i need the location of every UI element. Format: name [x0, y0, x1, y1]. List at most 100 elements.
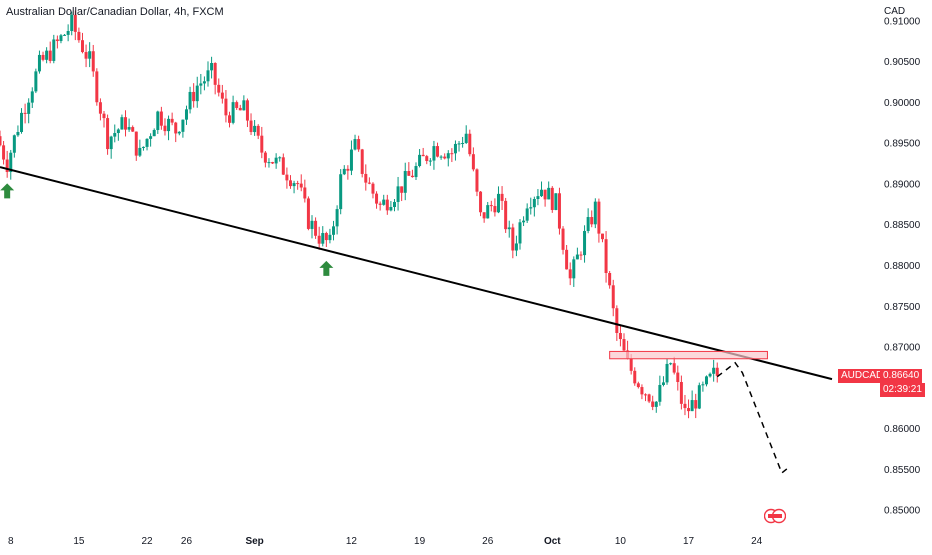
candle-body	[704, 376, 708, 385]
chart-title: Australian Dollar/Canadian Dollar, 4h, F…	[6, 6, 224, 18]
candle-body	[349, 149, 353, 171]
candle-body	[486, 205, 490, 219]
candle-body	[55, 39, 59, 42]
candle-body	[127, 127, 131, 130]
candle-body	[220, 92, 224, 99]
candle-body	[475, 169, 479, 192]
candle-body	[339, 174, 343, 210]
candle-body	[575, 254, 579, 260]
y-tick-label: 0.89000	[884, 179, 921, 190]
y-tick-label: 0.90000	[884, 98, 921, 109]
candle-body	[676, 372, 680, 383]
candle-body	[436, 146, 440, 157]
candle-body	[45, 50, 49, 60]
candle-body	[557, 193, 561, 229]
candle-body	[421, 154, 425, 157]
y-tick-label: 0.87500	[884, 302, 921, 313]
x-tick-label: 15	[73, 536, 85, 547]
candle-body	[80, 40, 84, 53]
candle-body	[274, 157, 278, 164]
y-tick-label: 0.90500	[884, 57, 921, 68]
candle-body	[600, 233, 604, 240]
candle-body	[694, 400, 698, 409]
candle-body	[16, 132, 20, 136]
candle-body	[102, 113, 106, 119]
candle-body	[396, 186, 400, 202]
candle-body	[672, 363, 676, 373]
candles	[0, 10, 719, 419]
tradingview-logo-icon[interactable]	[764, 507, 786, 525]
candle-body	[271, 162, 275, 164]
candle-body	[439, 156, 443, 158]
candle-body	[156, 111, 160, 131]
candle-body	[543, 189, 547, 200]
candle-body	[669, 363, 673, 365]
candle-body	[88, 51, 92, 59]
candle-body	[91, 51, 95, 72]
candle-body	[446, 153, 450, 159]
candle-body	[163, 125, 167, 132]
candle-body	[392, 201, 396, 208]
x-tick-label: 10	[615, 536, 627, 547]
x-tick-label: Sep	[245, 536, 263, 547]
candle-body	[321, 233, 325, 244]
candle-body	[604, 239, 608, 274]
candle-body	[20, 112, 24, 133]
candle-body	[0, 136, 2, 146]
candle-body	[63, 34, 67, 36]
candle-body	[192, 91, 196, 102]
drawings	[0, 166, 833, 475]
candle-body	[231, 102, 235, 123]
candle-body	[525, 208, 529, 221]
candle-body	[715, 367, 719, 376]
candle-body	[629, 358, 633, 371]
x-tick-label: 22	[141, 536, 153, 547]
x-tick-label: 19	[414, 536, 426, 547]
candle-body	[242, 100, 246, 111]
candle-body	[253, 125, 257, 133]
candle-body	[124, 117, 128, 130]
candle-body	[540, 189, 544, 197]
candle-body	[306, 198, 310, 229]
candle-body	[73, 14, 77, 32]
y-tick-label: 0.88000	[884, 261, 921, 272]
candle-body	[410, 175, 414, 178]
candle-body	[418, 154, 422, 167]
candle-body	[131, 127, 135, 132]
candle-body	[615, 308, 619, 334]
candle-body	[170, 118, 174, 123]
candle-body	[23, 112, 27, 114]
candle-body	[414, 166, 418, 178]
y-axis: 0.91000 0.90500 0.90000 0.89500 0.89000 0.885…	[884, 16, 921, 516]
candle-body	[583, 230, 587, 256]
candle-body	[9, 152, 13, 173]
candle-body	[514, 243, 518, 251]
candle-body	[346, 168, 350, 171]
candle-body	[608, 273, 612, 286]
x-tick-label: 8	[8, 536, 14, 547]
candle-body	[697, 385, 701, 409]
candle-body	[2, 145, 6, 160]
resistance-zone	[609, 350, 768, 360]
candle-body	[30, 91, 34, 103]
candle-body	[468, 133, 472, 155]
candle-body	[665, 363, 669, 383]
candle-body	[654, 401, 658, 407]
y-tick-label: 0.85500	[884, 465, 921, 476]
currency-label: CAD	[884, 6, 906, 17]
candle-body	[658, 384, 662, 402]
candle-body	[407, 171, 411, 176]
candle-body	[181, 119, 185, 132]
candle-body	[479, 191, 483, 213]
candle-body	[217, 84, 221, 93]
candle-body	[66, 31, 70, 35]
candle-body	[288, 180, 292, 187]
candle-body	[84, 52, 88, 59]
candle-body	[281, 157, 285, 175]
candle-body	[134, 131, 138, 156]
candle-body	[547, 187, 551, 200]
candle-body	[443, 156, 447, 159]
candle-body	[450, 153, 454, 155]
candle-body	[565, 249, 569, 270]
